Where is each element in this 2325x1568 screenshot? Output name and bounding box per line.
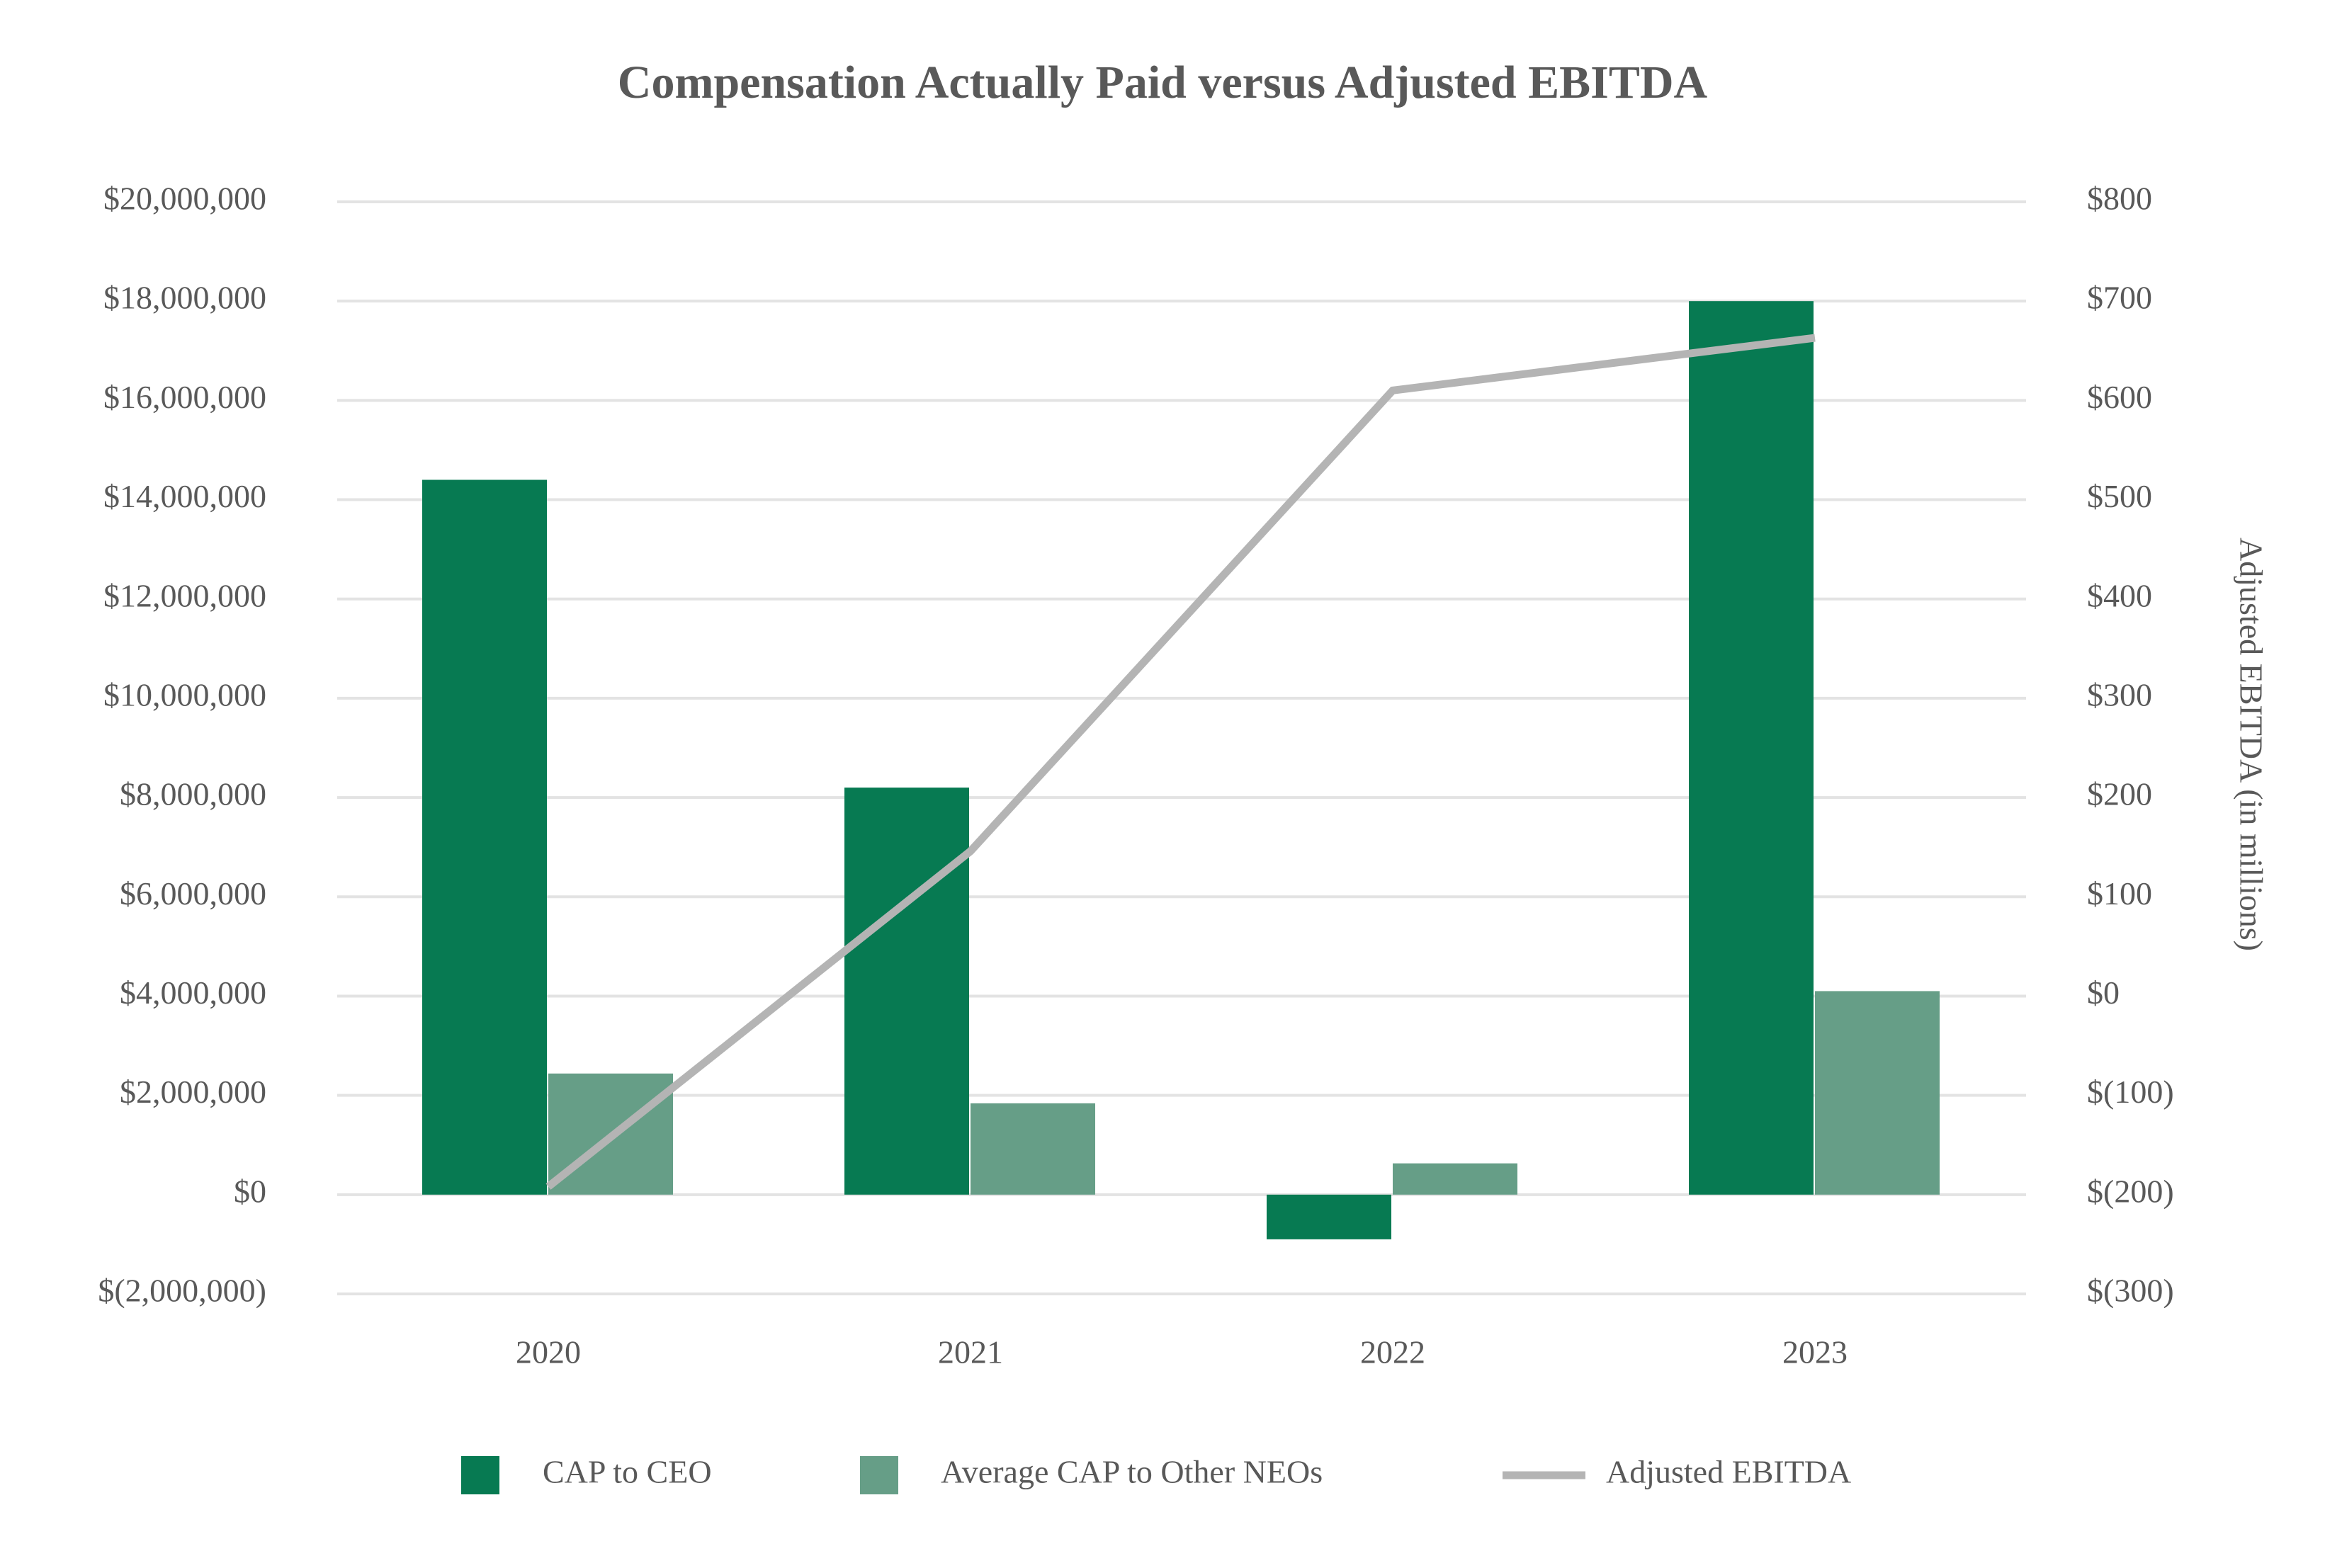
- bar: [1267, 1194, 1391, 1239]
- y2-tick-label: $(200): [2087, 1173, 2174, 1209]
- y-tick-label: $(2,000,000): [98, 1273, 266, 1309]
- chart-title: Compensation Actually Paid versus Adjust…: [618, 57, 1708, 108]
- y-tick-label: $8,000,000: [120, 776, 266, 812]
- y-tick-label: $20,000,000: [103, 181, 266, 217]
- y2-tick-label: $(100): [2087, 1074, 2174, 1110]
- y2-tick-label: $0: [2087, 975, 2120, 1011]
- x-tick-label: 2021: [938, 1334, 1003, 1370]
- y2-tick-label: $(300): [2087, 1273, 2174, 1309]
- y2-tick-label: $700: [2087, 280, 2152, 316]
- y2-tick-label: $100: [2087, 875, 2152, 911]
- legend-label: CAP to CEO: [543, 1454, 712, 1490]
- y-tick-label: $0: [234, 1173, 266, 1209]
- bar: [422, 479, 547, 1195]
- y-tick-label: $2,000,000: [120, 1074, 266, 1110]
- y2-tick-label: $500: [2087, 478, 2152, 514]
- y2-tick-label: $600: [2087, 379, 2152, 415]
- y-tick-label: $6,000,000: [120, 875, 266, 911]
- x-tick-label: 2020: [516, 1334, 581, 1370]
- y2-axis-title: Adjusted EBITDA (in millions): [2233, 538, 2269, 951]
- bar: [844, 788, 969, 1195]
- y2-tick-label: $200: [2087, 776, 2152, 812]
- y-tick-label: $4,000,000: [120, 975, 266, 1011]
- bar: [1689, 301, 1814, 1195]
- y2-tick-label: $300: [2087, 676, 2152, 712]
- y-tick-label: $12,000,000: [103, 577, 266, 613]
- y-tick-label: $14,000,000: [103, 478, 266, 514]
- x-tick-label: 2023: [1782, 1334, 1848, 1370]
- y-tick-label: $10,000,000: [103, 676, 266, 712]
- legend-swatch: [860, 1456, 898, 1494]
- legend-swatch: [461, 1456, 499, 1494]
- bar: [1393, 1163, 1517, 1195]
- y2-tick-label: $400: [2087, 577, 2152, 613]
- y-tick-label: $18,000,000: [103, 280, 266, 316]
- x-tick-label: 2022: [1360, 1334, 1425, 1370]
- y2-tick-label: $800: [2087, 181, 2152, 217]
- y-tick-label: $16,000,000: [103, 379, 266, 415]
- legend-label: Adjusted EBITDA: [1606, 1454, 1851, 1490]
- bar: [971, 1103, 1095, 1195]
- legend-label: Average CAP to Other NEOs: [941, 1454, 1323, 1490]
- line-series: [545, 334, 1816, 1190]
- bar: [1815, 991, 1940, 1195]
